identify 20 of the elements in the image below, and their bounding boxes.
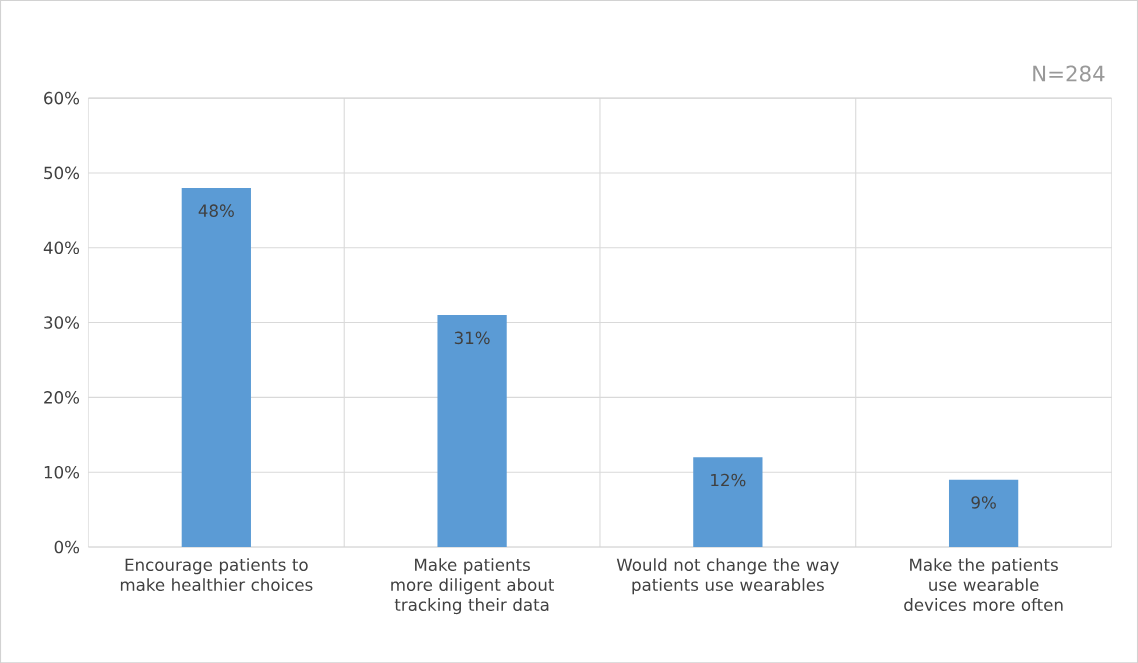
x-tick-label: Make the patients use wearable devices more often [904,557,1063,611]
text: N=284 [1033,65,1105,82]
data-label: 48% [198,204,234,217]
bar [181,187,251,547]
y-tick-label: 0% [54,540,80,554]
y-tick-label: 40% [43,241,80,254]
data-label: 9% [971,495,996,509]
bar [693,457,763,547]
y-tick-label: 10% [44,465,80,479]
data-label: 12% [711,473,746,487]
x-tick-label: Would not change the way patients use wearables [616,557,839,595]
y-tick-label: 60% [44,91,80,105]
x-tick-label: Encourage patients to make healthier choices [120,557,313,591]
bar [437,314,507,547]
y-tick-label: 50% [44,166,80,179]
x-tick-label: Make patients more diligent about tracking their data [391,557,555,615]
y-tick-label: 30% [44,316,80,329]
bar [948,479,1019,547]
y-tick-label: 20% [44,390,80,404]
data-label: 31% [454,331,490,344]
